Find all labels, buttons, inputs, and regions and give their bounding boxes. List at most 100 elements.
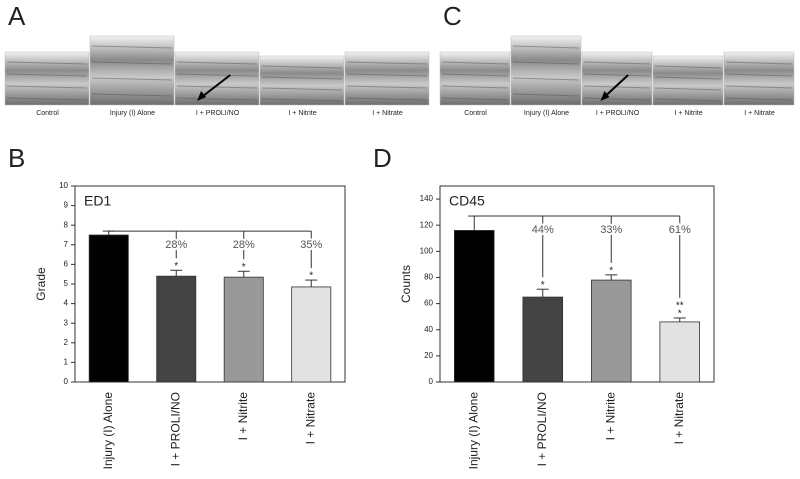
micrograph <box>581 51 653 106</box>
y-tick-label: 9 <box>64 201 69 210</box>
tissue-layer <box>176 97 258 101</box>
tissue-layer <box>91 61 173 65</box>
tissue-layer <box>346 73 428 77</box>
tissue-layer <box>654 98 722 102</box>
tissue-layer <box>583 61 651 65</box>
bar <box>453 230 495 383</box>
y-tick-label: 40 <box>424 325 433 334</box>
image-caption: I + Nitrate <box>372 110 403 117</box>
y-tick-label: 80 <box>424 273 433 282</box>
x-tick-label: I + Nitrite <box>603 392 617 441</box>
y-axis-label: Counts <box>399 265 413 303</box>
image-caption: Injury (I) Alone <box>110 110 155 117</box>
tissue-layer <box>6 73 88 77</box>
y-tick-label: 8 <box>64 220 69 229</box>
x-tick-label: I + PROLI/NO <box>168 392 182 466</box>
tissue-layer <box>725 97 793 101</box>
bar <box>88 234 129 383</box>
image-caption: Injury (I) Alone <box>524 110 569 117</box>
y-tick-label: 3 <box>64 318 69 327</box>
tissue-layer <box>6 61 88 65</box>
bar <box>659 321 701 383</box>
tissue-layer <box>6 97 88 101</box>
tissue-layer <box>512 45 580 49</box>
x-tick-label: I + PROLI/NO <box>535 392 549 466</box>
tissue-layer <box>261 65 343 69</box>
chart-title: ED1 <box>84 193 111 209</box>
tissue-layer <box>512 61 580 65</box>
image-caption: Control <box>464 110 487 117</box>
significance-mark: * <box>174 261 178 272</box>
tissue-layer <box>91 77 173 81</box>
plot-frame <box>439 185 715 383</box>
panel-label: B <box>8 143 25 173</box>
tissue-layer <box>261 87 343 91</box>
tissue-layer <box>176 73 258 77</box>
x-tick-label: I + Nitrate <box>303 392 317 445</box>
panel-label: D <box>373 143 392 173</box>
y-tick-label: 120 <box>420 220 434 229</box>
bar <box>156 275 197 383</box>
image-caption: I + PROLI/NO <box>196 110 240 117</box>
percent-label: 35% <box>300 239 322 251</box>
y-tick-label: 140 <box>420 194 434 203</box>
micrograph <box>174 51 260 106</box>
micrograph <box>4 51 90 106</box>
y-tick-label: 20 <box>424 351 433 360</box>
tissue-layer <box>176 85 258 89</box>
bar <box>590 279 632 383</box>
x-tick-label: I + Nitrite <box>236 392 250 441</box>
y-tick-label: 6 <box>64 260 69 269</box>
panel-label: C <box>443 1 462 31</box>
bar <box>291 286 332 383</box>
tissue-layer <box>6 85 88 89</box>
y-tick-label: 0 <box>64 377 69 386</box>
x-tick-label: Injury (I) Alone <box>101 392 115 470</box>
percent-label: 28% <box>165 239 187 251</box>
tissue-layer <box>654 76 722 80</box>
tissue-layer <box>654 65 722 69</box>
significance-mark: * <box>609 265 613 276</box>
tissue-layer <box>725 73 793 77</box>
micrograph <box>652 55 724 106</box>
image-caption: I + PROLI/NO <box>596 110 640 117</box>
bar <box>522 296 564 383</box>
significance-mark: * <box>309 271 313 282</box>
tissue-layer <box>91 45 173 49</box>
bar <box>223 276 264 383</box>
tissue-layer <box>512 77 580 81</box>
arrow-head <box>600 91 610 101</box>
y-tick-label: 4 <box>64 299 69 308</box>
y-tick-label: 100 <box>420 246 434 255</box>
image-caption: I + Nitrate <box>744 110 775 117</box>
arrow <box>199 74 231 99</box>
y-tick-label: 7 <box>64 240 69 249</box>
y-axis-label: Grade <box>34 267 48 301</box>
y-tick-label: 5 <box>64 279 69 288</box>
significance-mark: ** <box>676 301 684 312</box>
micrograph <box>439 51 511 106</box>
image-caption: Control <box>36 110 59 117</box>
percent-label: 33% <box>600 224 622 236</box>
micrograph <box>344 51 430 106</box>
tissue-layer <box>441 85 509 89</box>
significance-mark: * <box>678 309 682 320</box>
significance-mark: * <box>541 280 545 291</box>
x-tick-label: I + Nitrate <box>672 392 686 445</box>
micrograph <box>723 51 795 106</box>
chart-title: CD45 <box>449 193 485 209</box>
x-tick-label: Injury (I) Alone <box>466 392 480 470</box>
significance-mark: * <box>242 262 246 273</box>
y-tick-label: 1 <box>64 358 69 367</box>
tissue-layer <box>654 87 722 91</box>
tissue-layer <box>512 93 580 97</box>
tissue-layer <box>441 61 509 65</box>
tissue-layer <box>441 97 509 101</box>
tissue-layer <box>725 85 793 89</box>
percent-label: 28% <box>233 239 255 251</box>
image-caption: I + Nitrite <box>674 110 702 117</box>
tissue-layer <box>261 98 343 102</box>
y-tick-label: 10 <box>59 181 68 190</box>
tissue-layer <box>346 85 428 89</box>
